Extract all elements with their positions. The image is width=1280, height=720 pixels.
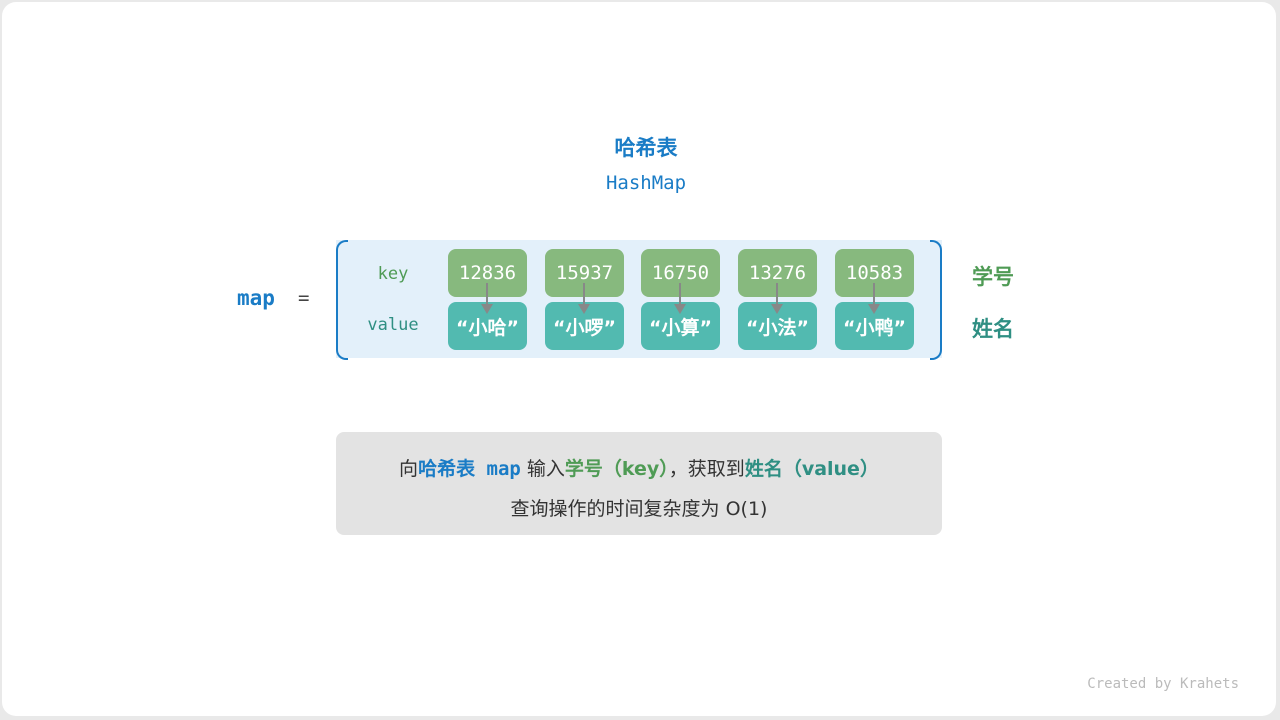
diagram-title: 哈希表	[614, 136, 678, 160]
arrow-line	[776, 283, 778, 309]
arrow-line	[486, 283, 488, 309]
key-cell: 12836	[448, 249, 527, 297]
arrow-line	[679, 283, 681, 309]
credit: Created by Krahets	[1087, 676, 1239, 692]
arrow-head-icon	[481, 304, 493, 314]
note-key: 学号（key）	[564, 458, 669, 480]
diagram-subtitle: HashMap	[605, 172, 687, 194]
note-text: ，获取到	[668, 458, 745, 480]
arrow-line	[583, 283, 585, 309]
value-cell: “小啰”	[545, 302, 624, 350]
key-row-label: key	[377, 264, 409, 284]
right-bracket	[930, 240, 942, 360]
note-map: map	[475, 458, 521, 480]
note-value: 姓名（value）	[744, 458, 879, 480]
note-text: 输入	[520, 458, 565, 480]
arrow-head-icon	[771, 304, 783, 314]
equals-sign: =	[298, 287, 310, 309]
note-box	[336, 432, 942, 535]
map-label: map	[237, 286, 275, 310]
arrow-head-icon	[674, 304, 686, 314]
left-bracket	[336, 240, 348, 360]
note-hashmap: 哈希表	[418, 458, 476, 480]
value-side-label: 姓名	[972, 317, 1014, 341]
value-row-label: value	[367, 315, 419, 335]
key-side-label: 学号	[972, 265, 1014, 289]
arrow-head-icon	[578, 304, 590, 314]
arrow-head-icon	[868, 304, 880, 314]
note-line-2: 查询操作的时间复杂度为 O(1)	[510, 498, 768, 520]
note-line-1: 向哈希表 map 输入学号（key），获取到姓名（value）	[336, 454, 942, 481]
note-text: 向	[399, 458, 419, 480]
arrow-line	[873, 283, 875, 309]
